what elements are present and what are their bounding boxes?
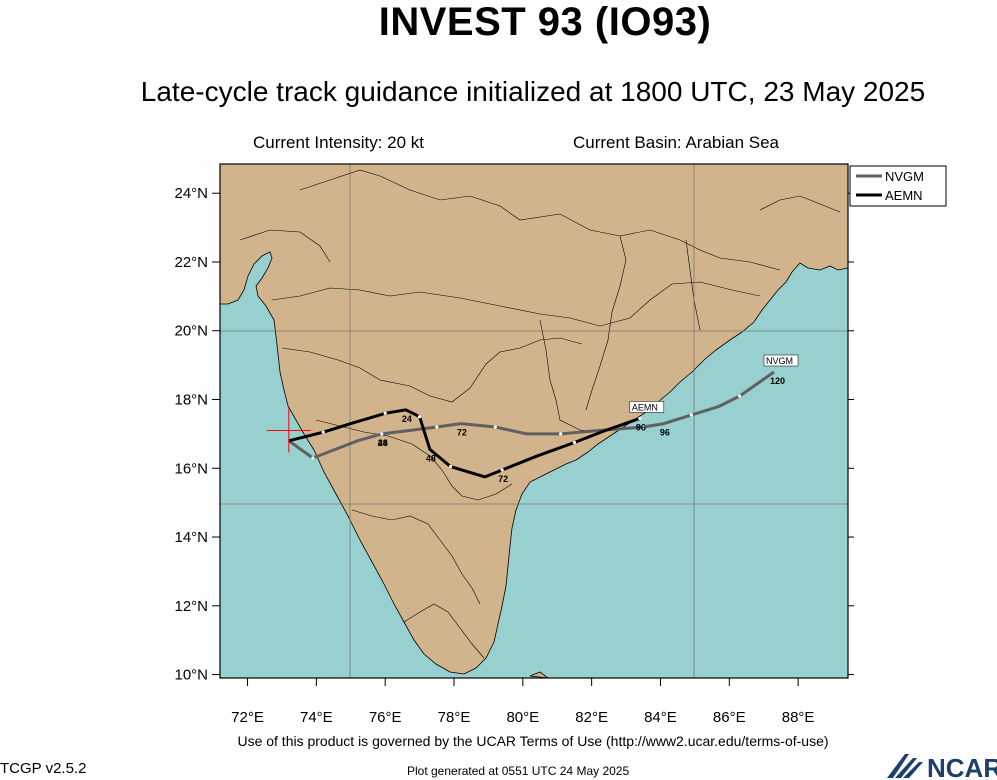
forecast-hour-label: 96 bbox=[660, 428, 670, 438]
lat-label: 10°N bbox=[174, 667, 208, 684]
track-point-nvgm bbox=[380, 432, 384, 436]
lon-label: 80°E bbox=[506, 709, 539, 726]
land-sri-lanka bbox=[529, 671, 549, 678]
forecast-hour-label: 72 bbox=[498, 474, 508, 484]
track-end-label-aemn: AEMN bbox=[632, 402, 658, 412]
track-end-label-nvgm: NVGM bbox=[766, 356, 793, 366]
track-point-aemn bbox=[321, 430, 325, 434]
lat-label: 18°N bbox=[174, 392, 208, 409]
track-point-nvgm bbox=[435, 425, 439, 429]
lon-label: 84°E bbox=[644, 709, 677, 726]
generated-timestamp: Plot generated at 0551 UTC 24 May 2025 bbox=[407, 764, 630, 778]
lon-label: 88°E bbox=[782, 709, 815, 726]
latitude-labels: 10°N 12°N 14°N 16°N 18°N 20°N 22°N 24°N bbox=[174, 185, 208, 683]
track-point-aemn bbox=[572, 440, 577, 445]
grid-lines bbox=[220, 164, 848, 678]
current-basin: Current Basin: Arabian Sea bbox=[573, 133, 780, 152]
track-point-nvgm bbox=[311, 456, 315, 460]
legend-label-aemn: AEMN bbox=[885, 188, 923, 203]
track-point-nvgm bbox=[559, 432, 563, 436]
forecast-hour-label: 48 bbox=[426, 453, 436, 463]
legend-box bbox=[849, 165, 947, 207]
lat-label: 14°N bbox=[174, 529, 208, 546]
track-point-aemn bbox=[448, 464, 453, 469]
track-point-nvgm bbox=[493, 425, 497, 429]
track-point-nvgm bbox=[738, 394, 742, 398]
forecast-hour-label: 24 bbox=[402, 414, 412, 424]
ncar-logo-text: NCAR bbox=[927, 753, 997, 780]
lon-label: 82°E bbox=[575, 709, 608, 726]
lat-label: 20°N bbox=[174, 323, 208, 340]
lon-label: 72°E bbox=[231, 709, 264, 726]
forecast-hour-label: 24 bbox=[378, 438, 388, 448]
current-intensity: Current Intensity: 20 kt bbox=[253, 133, 425, 152]
lon-label: 76°E bbox=[369, 709, 402, 726]
track-point-aemn bbox=[417, 415, 422, 419]
track-point-aemn bbox=[638, 416, 642, 421]
current-position-marker bbox=[266, 408, 311, 453]
chart-subtitle: Late-cycle track guidance initialized at… bbox=[140, 76, 926, 107]
version-label: TCGP v2.5.2 bbox=[0, 760, 87, 777]
track-line-aemn bbox=[288, 408, 641, 479]
track-line-nvgm bbox=[287, 370, 775, 460]
forecast-hour-label: 72 bbox=[457, 428, 467, 438]
ncar-logo: NCAR bbox=[887, 753, 997, 780]
track-point-aemn bbox=[500, 468, 504, 472]
legend-label-nvgm: NVGM bbox=[885, 169, 924, 184]
forecast-hour-label: 48 bbox=[378, 438, 388, 448]
axis-ticks bbox=[212, 192, 854, 686]
lon-label: 74°E bbox=[300, 709, 333, 726]
legend: NVGM AEMN bbox=[849, 165, 947, 207]
land-india bbox=[220, 164, 848, 675]
lon-label: 86°E bbox=[713, 709, 746, 726]
lon-label: 78°E bbox=[438, 709, 471, 726]
ncar-logo-mark bbox=[887, 754, 923, 778]
lat-label: 24°N bbox=[174, 185, 208, 202]
lat-label: 16°N bbox=[174, 460, 208, 477]
forecast-hour-label: 96 bbox=[636, 422, 646, 432]
track-end-box-nvgm bbox=[763, 354, 799, 367]
chart-title: INVEST 93 (IO93) bbox=[378, 0, 712, 44]
terms-of-use-notice: Use of this product is governed by the U… bbox=[237, 733, 829, 749]
longitude-labels: 72°E 74°E 76°E 78°E 80°E 82°E 84°E 86°E 88°E bbox=[231, 709, 814, 726]
track-point-nvgm bbox=[641, 425, 645, 429]
track-point-aemn bbox=[383, 411, 387, 415]
lat-label: 22°N bbox=[174, 254, 208, 271]
track-end-box-aemn bbox=[629, 401, 665, 413]
forecast-hour-label: 120 bbox=[770, 376, 785, 386]
plot-frame bbox=[219, 163, 849, 679]
lat-label: 12°N bbox=[174, 598, 208, 615]
track-point-nvgm bbox=[689, 413, 694, 417]
